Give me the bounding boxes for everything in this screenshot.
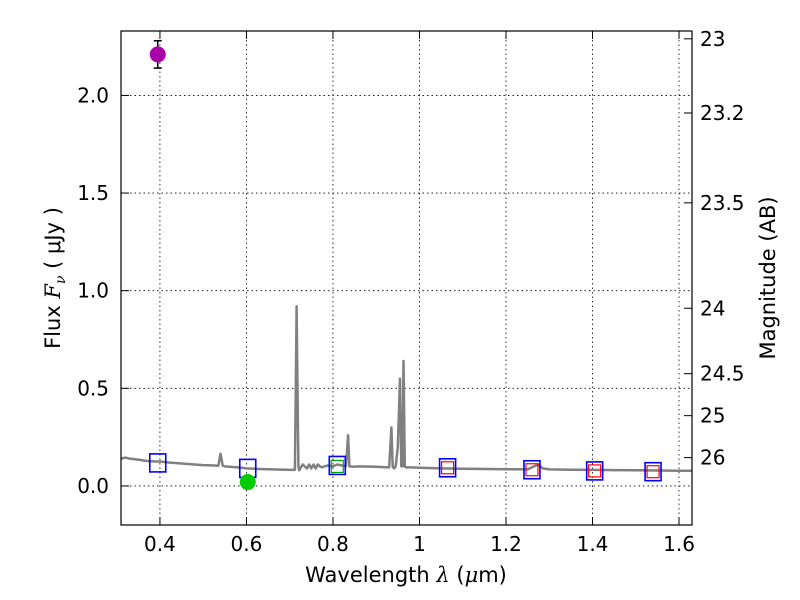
- filter-box-square: [525, 463, 539, 477]
- filter-box-square: [440, 461, 455, 475]
- axis-ticks: [121, 31, 692, 525]
- x-tick-label: 1.2: [490, 532, 522, 556]
- y-axis-label: Flux Fν ( μJy ): [41, 207, 69, 349]
- x-tick-label: 0.8: [317, 532, 349, 556]
- observed-r-point: [239, 474, 256, 491]
- y-tick-labels: 0.0 0.5 1.0 1.5 2.0: [77, 83, 109, 498]
- model-photometry-square: [328, 455, 347, 476]
- y2-tick-label: 26: [700, 446, 725, 470]
- observed-u-point: [149, 46, 166, 63]
- photometry-markers: [148, 40, 662, 491]
- filter-box-square: [588, 464, 602, 478]
- y2-tick-label: 23.2: [700, 101, 745, 125]
- model-spectrum-line: [120, 305, 692, 472]
- model-photometry-square: [585, 461, 604, 481]
- x-tick-label: 0.4: [144, 532, 176, 556]
- x-tick-label: 1.4: [577, 532, 609, 556]
- y-tick-label: 1.0: [77, 279, 109, 303]
- y2-tick-label: 25: [700, 404, 725, 428]
- model-photometry-square: [148, 453, 167, 473]
- model-photometry-square: [644, 461, 662, 482]
- y-tick-label: 0.0: [77, 474, 109, 498]
- x-tick-label: 1.6: [663, 532, 695, 556]
- grid-lines: [121, 31, 692, 525]
- y-tick-label: 0.5: [77, 376, 109, 400]
- x-tick-label: 1: [413, 532, 426, 556]
- x-axis-label: Wavelength λ (μm): [305, 563, 507, 587]
- y2-tick-label: 23.5: [700, 191, 745, 215]
- filter-box-square: [330, 459, 344, 474]
- x-tick-label: 0.6: [231, 532, 263, 556]
- y2-tick-labels: 23 23.2 23.5 24 24.5 25 26: [700, 27, 745, 470]
- y-tick-label: 1.5: [77, 181, 109, 205]
- plot-frame: [120, 30, 693, 526]
- y2-tick-label: 24.5: [700, 362, 745, 386]
- y2-tick-label: 23: [700, 27, 725, 51]
- y2-axis-label: Magnitude (AB): [756, 196, 780, 359]
- x-tick-labels: 0.4 0.6 0.8 1 1.2 1.4 1.6: [144, 532, 695, 556]
- model-photometry-square: [523, 459, 541, 480]
- y2-tick-label: 24: [700, 296, 725, 320]
- spectrum-layer: [120, 305, 692, 472]
- model-photometry-square: [438, 457, 457, 478]
- filter-box-square: [646, 465, 660, 479]
- y-tick-label: 2.0: [77, 83, 109, 107]
